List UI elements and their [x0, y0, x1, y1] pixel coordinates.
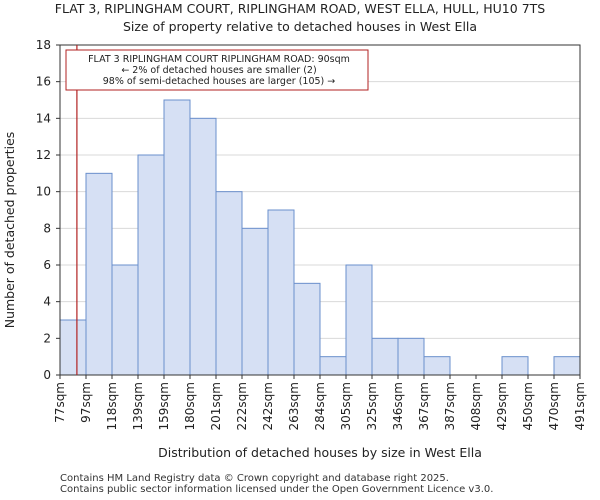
y-tick-label: 4 — [43, 295, 51, 309]
x-ticks: 77sqm 97sqm 118sqm 139sqm 159sqm 180sqm 201sqm… — [53, 375, 587, 430]
x-tick-label: 77sqm — [53, 382, 67, 423]
bar — [319, 356, 347, 376]
y-tick-label: 12 — [36, 148, 51, 162]
bar — [189, 117, 217, 376]
bar — [345, 264, 373, 376]
x-tick-label: 242sqm — [261, 382, 275, 430]
y-tick-label: 2 — [43, 331, 51, 345]
x-tick-label: 387sqm — [443, 382, 457, 430]
x-tick-label: 118sqm — [105, 382, 119, 430]
x-tick-label: 325sqm — [365, 382, 379, 430]
x-tick-label: 159sqm — [157, 382, 171, 430]
x-tick-label: 139sqm — [131, 382, 145, 430]
y-tick-label: 0 — [43, 368, 51, 382]
annotation-line2: ← 2% of detached houses are smaller (2) — [121, 65, 316, 76]
x-tick-label: 367sqm — [417, 382, 431, 430]
x-tick-label: 450sqm — [521, 382, 535, 430]
y-ticks: 0 2 4 6 8 10 12 14 16 18 — [36, 38, 60, 382]
x-tick-label: 180sqm — [183, 382, 197, 430]
y-tick-label: 10 — [36, 185, 51, 199]
y-tick-label: 8 — [43, 221, 51, 235]
bar — [371, 337, 399, 376]
x-tick-label: 491sqm — [573, 382, 587, 430]
x-tick-label: 222sqm — [235, 382, 249, 430]
y-axis-label: Number of detached properties — [2, 132, 17, 329]
bar — [59, 319, 87, 376]
bar — [267, 209, 295, 376]
bar — [137, 154, 165, 376]
y-tick-label: 6 — [43, 258, 51, 272]
bars — [59, 99, 581, 376]
y-tick-label: 14 — [36, 111, 51, 125]
annotation-box: FLAT 3 RIPLINGHAM COURT RIPLINGHAM ROAD:… — [65, 49, 369, 91]
x-tick-label: 429sqm — [495, 382, 509, 430]
y-tick-label: 16 — [36, 75, 51, 89]
bar — [215, 191, 243, 376]
bar — [111, 264, 139, 376]
annotation-frame — [65, 49, 369, 91]
x-tick-label: 346sqm — [391, 382, 405, 430]
footer-line2: Contains public sector information licen… — [60, 484, 494, 495]
footer-line1: Contains HM Land Registry data © Crown c… — [60, 473, 449, 484]
x-axis-label: Distribution of detached houses by size … — [158, 445, 482, 460]
x-tick-label: 470sqm — [547, 382, 561, 430]
x-tick-label: 263sqm — [287, 382, 301, 430]
y-tick-label: 18 — [36, 38, 51, 52]
annotation-line3: 98% of semi-detached houses are larger (… — [103, 76, 336, 87]
bar — [85, 172, 113, 376]
chart-title-line1: FLAT 3, RIPLINGHAM COURT, RIPLINGHAM ROA… — [55, 1, 545, 16]
x-tick-label: 284sqm — [313, 382, 327, 430]
chart-title-line2: Size of property relative to detached ho… — [123, 19, 477, 34]
bar — [397, 337, 425, 376]
bar — [241, 227, 269, 376]
bar — [501, 356, 529, 376]
bar — [293, 282, 321, 376]
bar — [553, 356, 581, 376]
x-tick-label: 97sqm — [79, 382, 93, 423]
x-tick-label: 201sqm — [209, 382, 223, 430]
x-tick-label: 408sqm — [469, 382, 483, 430]
x-tick-label: 305sqm — [339, 382, 353, 430]
bar — [163, 99, 191, 376]
bar — [423, 356, 451, 376]
annotation-line1: FLAT 3 RIPLINGHAM COURT RIPLINGHAM ROAD:… — [88, 54, 350, 65]
